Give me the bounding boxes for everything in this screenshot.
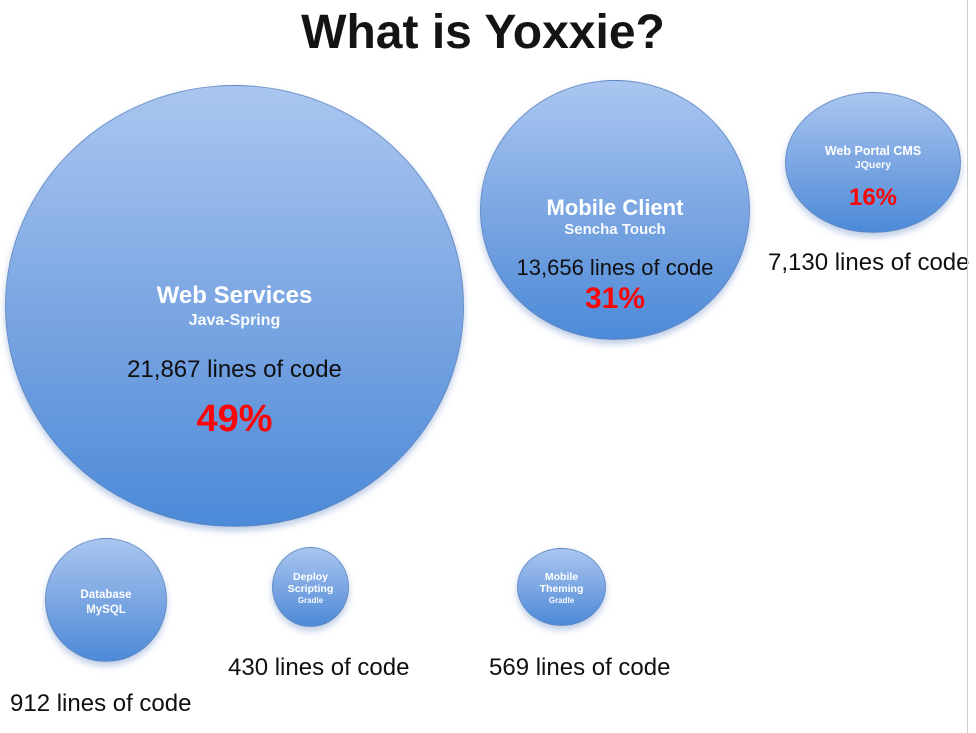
- bubble-deploy-scripting: Deploy Scripting Gradle: [272, 547, 349, 627]
- bubble-mobile-client-loc: 13,656 lines of code: [516, 254, 714, 280]
- bubble-mobile-client: Mobile Client Sencha Touch 13,656 lines …: [480, 80, 750, 340]
- loc-label-web-portal-cms: 7,130 lines of code: [768, 249, 970, 276]
- bubble-deploy-scripting-label-line1: Deploy: [292, 571, 328, 583]
- bubble-web-portal-cms-label: Web Portal CMS: [824, 144, 922, 158]
- bubble-deploy-scripting-label-line2: Scripting: [287, 583, 334, 596]
- bubble-mobile-theming: Mobile Theming Gradle: [517, 548, 606, 626]
- slide-right-edge-divider: [967, 0, 968, 733]
- bubble-database-label: Database: [80, 589, 132, 601]
- bubble-web-services-tech: Java-Spring: [188, 311, 281, 329]
- bubble-mobile-theming-tech: Gradle: [548, 596, 575, 606]
- loc-label-deploy-scripting: 430 lines of code: [228, 654, 410, 681]
- bubble-mobile-theming-label-line2: Theming: [539, 583, 584, 596]
- loc-label-mobile-theming: 569 lines of code: [489, 654, 671, 681]
- bubble-mobile-client-tech: Sencha Touch: [564, 221, 666, 239]
- bubble-web-services: Web Services Java-Spring 21,867 lines of…: [5, 85, 464, 527]
- bubble-deploy-scripting-tech: Gradle: [297, 596, 324, 606]
- bubble-database-tech: MySQL: [86, 604, 126, 617]
- bubble-web-portal-cms-percent: 16%: [848, 184, 898, 212]
- bubble-web-services-label: Web Services: [156, 282, 313, 309]
- bubble-database: Database MySQL: [45, 538, 167, 662]
- bubble-mobile-theming-label-line1: Mobile: [544, 571, 579, 583]
- loc-label-database: 912 lines of code: [10, 690, 192, 717]
- bubble-web-services-loc: 21,867 lines of code: [127, 355, 342, 383]
- bubble-mobile-client-label: Mobile Client: [546, 195, 684, 220]
- bubble-web-portal-cms: Web Portal CMS JQuery 16%: [785, 92, 961, 233]
- bubble-web-portal-cms-tech: JQuery: [854, 159, 892, 172]
- bubble-web-services-percent: 49%: [196, 397, 273, 440]
- bubble-mobile-client-percent: 31%: [584, 281, 646, 315]
- page-title: What is Yoxxie?: [301, 6, 665, 59]
